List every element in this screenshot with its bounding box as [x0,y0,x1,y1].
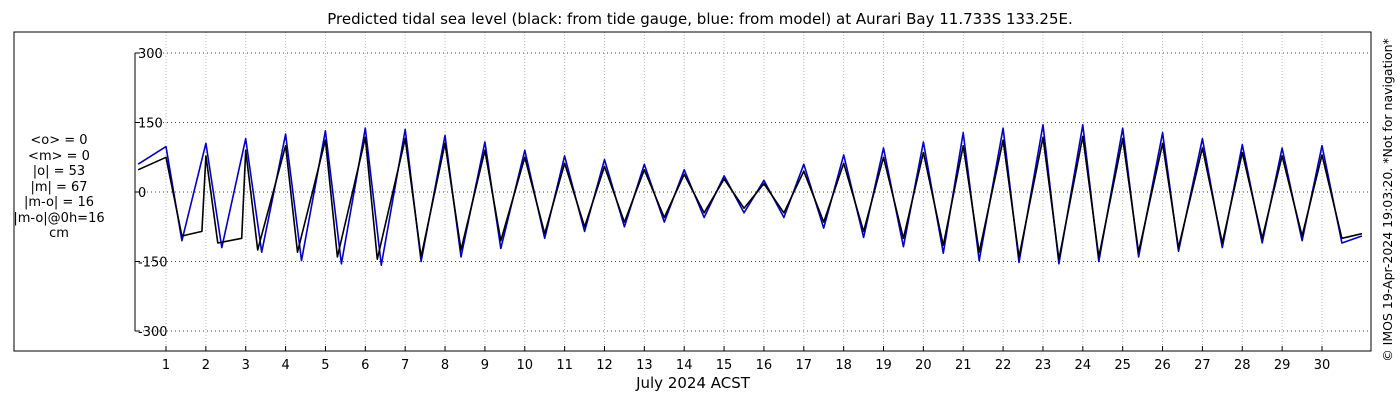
x-tick-label: 15 [716,358,733,373]
x-tick-label: 9 [481,358,489,373]
x-tick-label: 25 [1114,358,1131,373]
x-tick-label: 17 [796,358,813,373]
x-tick-label: 22 [995,358,1012,373]
x-tick-label: 11 [556,358,573,373]
x-tick-label: 26 [1154,358,1171,373]
x-tick-label: 3 [242,358,250,373]
stat-mean-obs: <o> = 0 [30,133,88,148]
stat-abs-obs: |o| = 53 [32,164,86,179]
x-tick-label: 8 [441,358,449,373]
stat-mean-model: <m> = 0 [28,148,90,164]
x-tick-label: 13 [636,358,653,373]
x-tick-label: 4 [281,358,289,373]
y-tick-label: 0 [138,186,146,201]
y-tick-label: 150 [138,117,163,132]
chart-title: Predicted tidal sea level (black: from t… [327,10,1073,28]
y-tick-label: -300 [138,325,168,340]
plot-frame [13,31,1372,352]
x-tick-label: 1 [162,358,170,373]
stat-abs-diff-0h: |m-o|@0h=16 [13,210,105,226]
stats-panel: <o> = 0 <m> = 0 |o| = 53 |m| = 67 |m-o| … [0,133,118,242]
x-tick-label: 2 [202,358,210,373]
x-tick-label: 5 [321,358,329,373]
x-tick-label: 20 [915,358,932,373]
x-tick-label: 18 [835,358,852,373]
x-tick-label: 24 [1075,358,1092,373]
x-axis-label: July 2024 ACST [636,374,750,392]
x-tick-label: 14 [676,358,693,373]
stat-unit: cm [49,226,69,241]
x-tick-label: 16 [756,358,773,373]
x-tick-label: 21 [955,358,972,373]
x-tick-label: 23 [1035,358,1052,373]
stat-abs-diff: |m-o| = 16 [23,195,94,210]
x-tick-label: 30 [1314,358,1331,373]
stat-abs-model: |m| = 67 [30,179,88,195]
x-tick-label: 28 [1234,358,1251,373]
x-tick-label: 19 [875,358,892,373]
x-tick-label: 12 [596,358,613,373]
x-tick-label: 10 [516,358,533,373]
copyright-note: © IMOS 19-Apr-2024 19:03:20. *Not for na… [1380,38,1395,362]
y-tick-label: 300 [138,47,163,62]
series-layer [137,124,1363,267]
x-tick-label: 29 [1274,358,1291,373]
x-tick-label: 7 [401,358,409,373]
series-line-tide-gauge [137,135,1363,261]
x-tick-label: 27 [1194,358,1211,373]
x-tick-label: 6 [361,358,369,373]
y-tick-label: -150 [138,256,168,271]
grid-layer [135,32,1371,351]
